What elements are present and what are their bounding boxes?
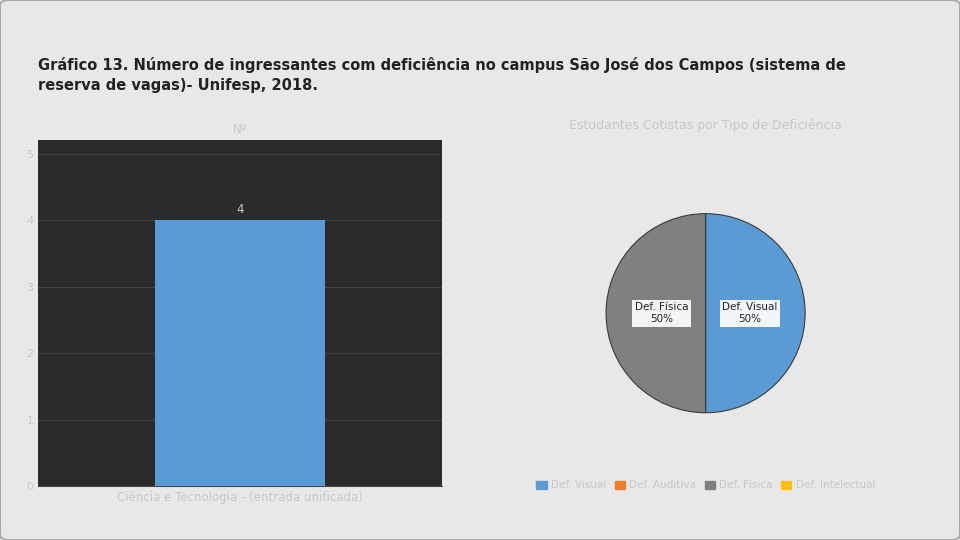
Legend: Def. Visual, Def. Auditiva, Def. Física, Def. Intelectual: Def. Visual, Def. Auditiva, Def. Física,… [532, 476, 879, 495]
Wedge shape [706, 214, 805, 413]
Text: reserva de vagas)- Unifesp, 2018.: reserva de vagas)- Unifesp, 2018. [38, 78, 319, 93]
Title: Estudantes Cotistas por Tipo de Deficiência: Estudantes Cotistas por Tipo de Deficiên… [569, 119, 842, 132]
Title: Nº: Nº [233, 124, 247, 137]
Text: Def. Física
50%: Def. Física 50% [635, 302, 688, 324]
Bar [155, 220, 325, 486]
Text: Gráfico 13. Número de ingressantes com deficiência no campus São José dos Campos: Gráfico 13. Número de ingressantes com d… [38, 57, 847, 73]
Text: 4: 4 [236, 202, 244, 215]
Wedge shape [606, 214, 706, 413]
Text: Def. Visual
50%: Def. Visual 50% [722, 302, 778, 324]
